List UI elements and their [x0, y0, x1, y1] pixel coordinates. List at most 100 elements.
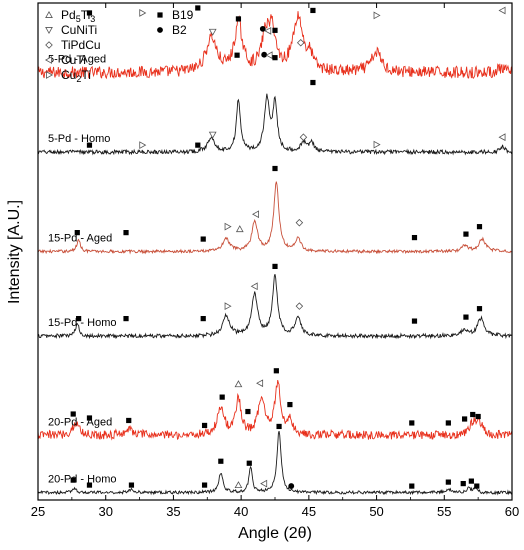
peak-marker — [295, 218, 304, 227]
legend-marker — [45, 10, 53, 18]
peak-marker — [260, 479, 268, 488]
peak-marker — [460, 480, 466, 487]
legend-label: B19 — [172, 8, 194, 22]
peak-marker — [272, 263, 278, 270]
peak-marker — [128, 482, 135, 488]
peak-marker — [70, 477, 76, 483]
peak-marker — [476, 224, 483, 230]
legend-marker — [46, 71, 54, 79]
peak-marker — [76, 315, 82, 322]
peak-marker — [208, 28, 217, 36]
peak-marker — [139, 141, 147, 150]
legend-entry: CuTi — [44, 53, 86, 67]
traces-layer — [37, 11, 513, 496]
peak-marker — [256, 379, 264, 388]
peak-marker — [252, 210, 260, 219]
legend-marker — [45, 41, 53, 49]
legend-marker — [44, 56, 52, 64]
peak-marker — [250, 282, 258, 291]
x-tick-label: 55 — [437, 504, 451, 519]
peak-marker — [273, 368, 279, 374]
peak-marker — [200, 315, 206, 322]
peak-marker — [195, 142, 201, 148]
peak-marker — [234, 481, 243, 489]
x-tick-label: 45 — [302, 504, 316, 519]
x-tick-label: 35 — [166, 504, 180, 519]
legend-entry: B2 — [157, 23, 187, 37]
peak-marker — [70, 411, 76, 417]
peak-marker — [218, 458, 224, 464]
peak-marker — [86, 482, 93, 488]
x-axis: 25 30 35 40 45 50 55 60 — [31, 3, 519, 519]
x-axis-title: Angle (2θ) — [238, 525, 312, 542]
peak-marker — [445, 479, 451, 485]
legend-label: CuTi — [61, 53, 86, 67]
x-tick-label: 50 — [369, 504, 383, 519]
peak-marker — [259, 25, 266, 32]
peak-marker — [463, 231, 469, 237]
peak-marker — [235, 225, 244, 233]
peak-marker — [126, 417, 132, 424]
legend-marker — [157, 27, 163, 33]
peak-marker — [411, 234, 418, 241]
x-tick-label: 25 — [31, 504, 45, 519]
peak-marker — [86, 415, 93, 421]
peak-marker — [288, 483, 295, 489]
series-label: 5-Pd - Aged — [48, 54, 106, 66]
legend-entry: TiPdCu — [45, 38, 101, 52]
peak-marker — [201, 422, 208, 429]
peak-marker — [264, 26, 272, 35]
peak-marker — [246, 460, 252, 466]
peak-marker — [200, 236, 206, 242]
series-line-2 — [37, 93, 513, 156]
series-label: 20-Pd - Aged — [48, 416, 112, 428]
series-label: 15-Pd - Aged — [48, 233, 112, 245]
series-line-1 — [37, 11, 513, 80]
legend-entry: CuNiTi — [45, 23, 97, 37]
x-tick-label: 30 — [98, 504, 112, 519]
peak-marker — [462, 416, 468, 422]
peak-marker — [296, 38, 305, 47]
legend-label: CuNiTi — [61, 23, 97, 37]
peak-marker — [265, 51, 273, 60]
legend-entry: Cu2Ti — [46, 68, 91, 84]
peak-marker — [272, 27, 278, 33]
peak-marker — [276, 423, 282, 430]
peak-marker — [310, 7, 316, 14]
peak-marker — [295, 302, 304, 310]
peak-marker — [272, 55, 278, 61]
peak-marker — [245, 408, 251, 415]
series-line-4 — [37, 274, 513, 340]
peak-marker — [224, 302, 232, 311]
y-axis-title: Intensity [A.U.] — [6, 200, 23, 304]
peak-marker — [498, 6, 506, 15]
peak-marker — [123, 315, 129, 322]
legend-label: Cu2Ti — [61, 68, 91, 84]
peak-marker — [208, 131, 217, 139]
peak-marker — [411, 318, 418, 324]
peak-marker — [373, 11, 381, 20]
peak-marker — [476, 306, 483, 312]
series-line-3 — [37, 181, 513, 255]
peak-marker — [219, 394, 225, 400]
peak-marker — [287, 401, 293, 408]
peak-marker — [74, 230, 80, 236]
legend-entry: B19 — [157, 8, 194, 22]
peak-marker — [272, 165, 278, 172]
peak-marker — [139, 9, 147, 17]
peak-markers-layer — [70, 5, 506, 489]
legend-marker — [45, 27, 53, 35]
peak-marker — [123, 230, 129, 236]
legend-marker — [157, 12, 163, 18]
peak-marker — [235, 16, 242, 22]
peak-marker — [498, 133, 506, 142]
series-line-6 — [37, 430, 513, 496]
peak-marker — [299, 133, 308, 141]
trace-labels-layer: 5-Pd - Aged 5-Pd - Homo 15-Pd - Aged 15-Pd … — [48, 54, 116, 486]
peak-marker — [195, 5, 201, 11]
series-label: 5-Pd - Homo — [48, 133, 110, 145]
legend-label: B2 — [172, 23, 187, 37]
x-tick-label: 40 — [234, 504, 248, 519]
